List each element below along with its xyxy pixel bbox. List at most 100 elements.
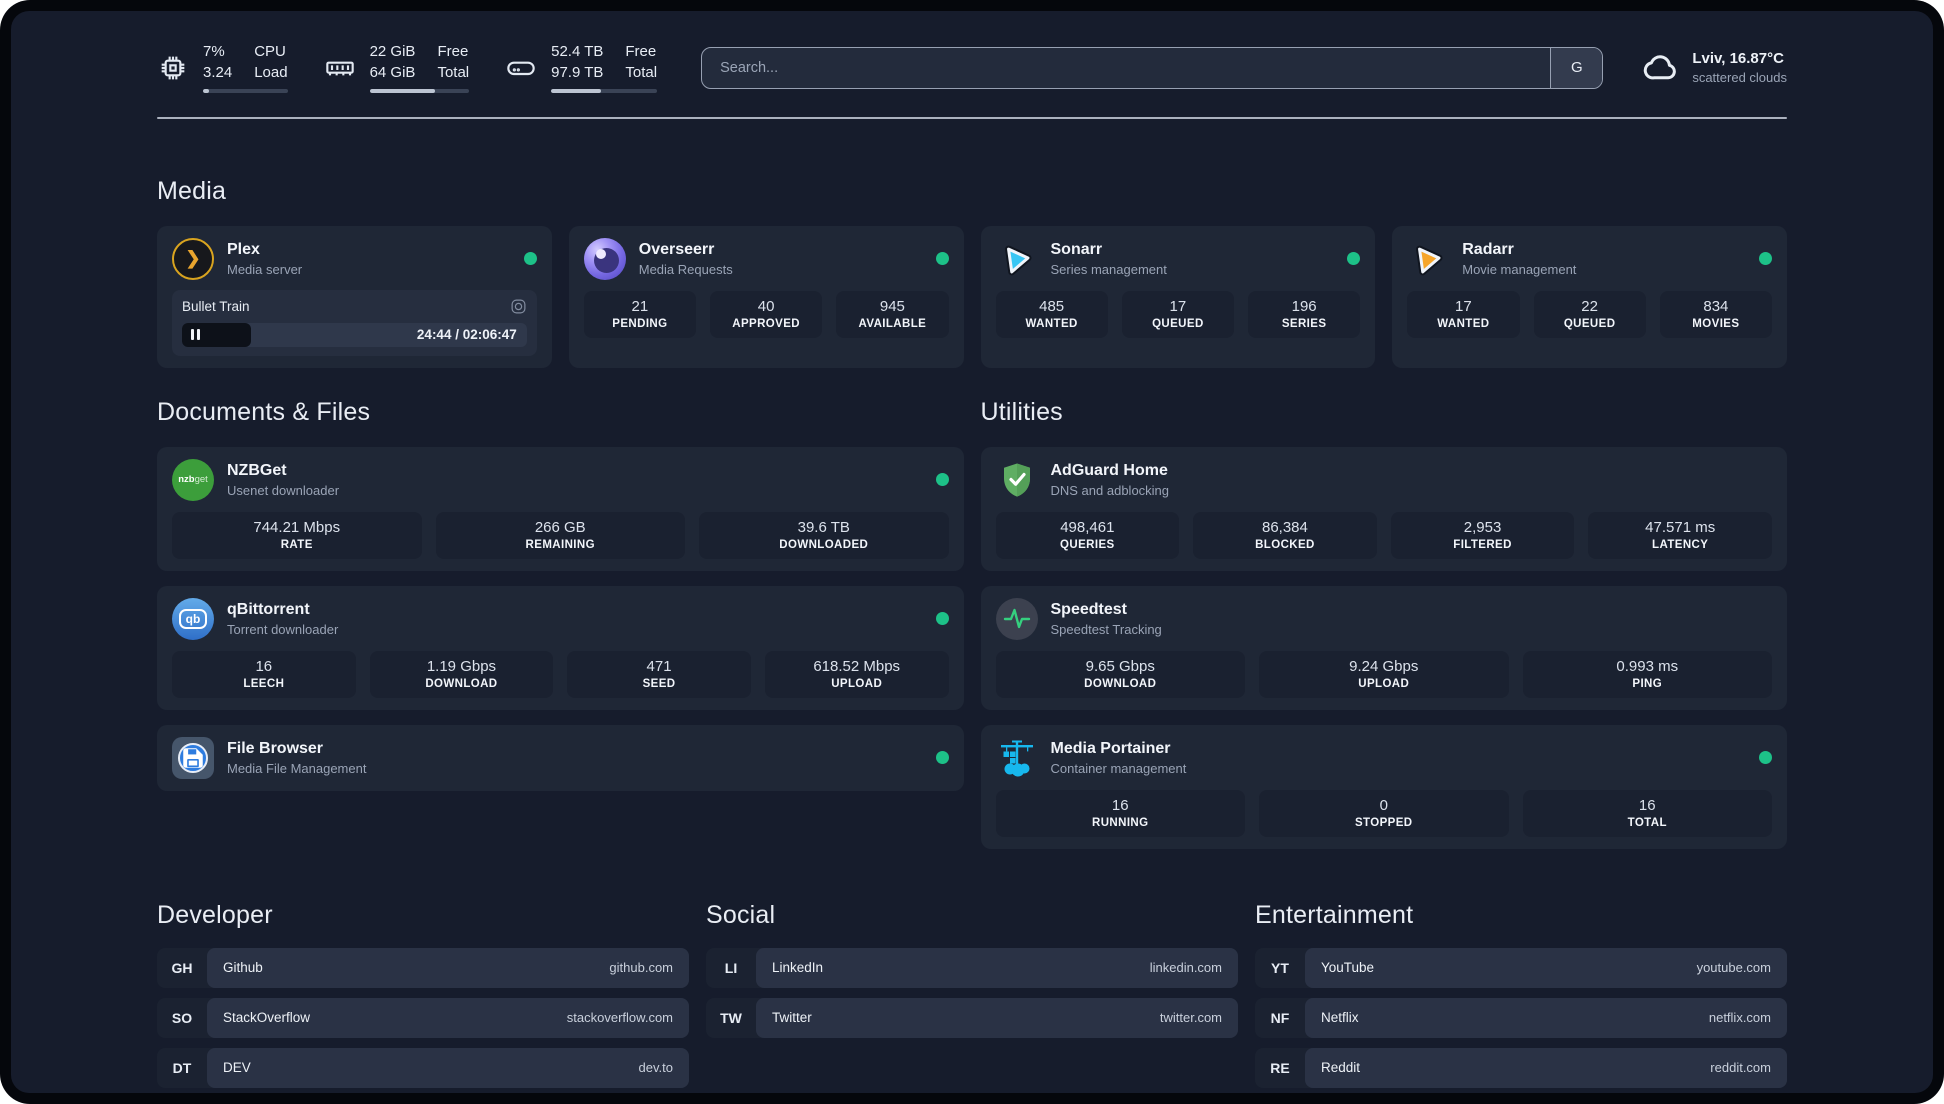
header-divider [157, 116, 1787, 119]
ram-progress-bar [369, 88, 470, 93]
card-speedtest[interactable]: Speedtest Speedtest Tracking 9.65 Gbps DO… [980, 585, 1787, 710]
search-provider-button[interactable]: G [1550, 47, 1603, 88]
status-dot [523, 252, 537, 265]
system-stats: 7% 3.24 CPU Load 22 GiB 64 GiB Free Total [157, 43, 658, 93]
link-abbr: YT [1271, 959, 1289, 976]
filebrowser-icon [172, 736, 214, 779]
app-subtitle: Media Requests [638, 261, 733, 277]
link-abbr: RE [1270, 1059, 1290, 1076]
card-adguard[interactable]: AdGuard Home DNS and adblocking 498,461 Q… [980, 446, 1787, 571]
link-stackoverflow[interactable]: SO StackOverflow stackoverflow.com [157, 997, 689, 1038]
plex-chevron: ❯ [185, 248, 201, 268]
stat-tile: 618.52 Mbps UPLOAD [764, 650, 949, 698]
card-qbittorrent[interactable]: qb qBittorrent Torrent downloader 16 LEEC… [157, 585, 964, 710]
link-name: StackOverflow [223, 1010, 311, 1025]
section-title-developer: Developer [157, 900, 273, 929]
now-playing-widget: Bullet Train 24:44 / 02:06:47 [172, 289, 537, 356]
stat-tile: 16 TOTAL [1522, 789, 1772, 837]
app-title: Media Portainer [1050, 739, 1171, 757]
playback-progress-bar: 24:44 / 02:06:47 [182, 322, 527, 347]
stat-tile: 834 MOVIES [1659, 290, 1772, 338]
stat-tile: 0.993 ms PING [1522, 650, 1772, 698]
card-plex[interactable]: ❯ Plex Media server Bullet Train 24:44 /… [157, 225, 552, 368]
sonarr-icon [996, 238, 1038, 280]
now-playing-title: Bullet Train [182, 298, 250, 314]
stat-tile: 17 WANTED [1407, 290, 1520, 338]
stat-tile: 86,384 BLOCKED [1193, 511, 1377, 559]
card-nzbget[interactable]: nzbget NZBGet Usenet downloader 744.21 M… [157, 446, 964, 571]
app-title: qBittorrent [227, 600, 310, 618]
app-subtitle: Movie management [1462, 261, 1577, 277]
top-bar: 7% 3.24 CPU Load 22 GiB 64 GiB Free Total [157, 43, 1787, 93]
link-reddit[interactable]: RE Reddit reddit.com [1255, 1047, 1787, 1088]
load-label: Load [254, 63, 288, 81]
pause-icon [191, 329, 194, 340]
app-title: Sonarr [1050, 240, 1103, 258]
section-title-documents: Documents & Files [157, 397, 371, 426]
stat-tile: 21 PENDING [583, 290, 696, 338]
stat-tile: 16 LEECH [172, 650, 356, 698]
search-input[interactable] [702, 47, 1551, 88]
card-sonarr[interactable]: Sonarr Series management 485 WANTED 17 QUE… [980, 225, 1376, 368]
app-subtitle: Container management [1050, 760, 1187, 776]
cpu-progress-bar [203, 88, 288, 93]
link-domain: twitter.com [1159, 1010, 1222, 1025]
link-name: Netflix [1321, 1010, 1359, 1025]
link-linkedin[interactable]: LI LinkedIn linkedin.com [706, 947, 1238, 988]
app-title: Overseerr [638, 240, 715, 258]
portainer-icon [996, 737, 1038, 779]
app-title: NZBGet [227, 461, 287, 479]
stat-tile: 9.65 Gbps DOWNLOAD [995, 650, 1245, 698]
app-title: Radarr [1462, 240, 1514, 258]
search-bar: G [701, 46, 1604, 89]
cpu-load: 3.24 [203, 63, 233, 81]
status-dot [1759, 751, 1772, 764]
card-portainer[interactable]: Media Portainer Container management 16 R… [980, 724, 1787, 849]
link-github[interactable]: GH Github github.com [157, 947, 689, 988]
stat-tile: 40 APPROVED [710, 290, 823, 338]
utilities-column: Utilities AdGuard Home DNS and adblockin… [980, 398, 1787, 849]
stat-tile: 945 AVAILABLE [836, 290, 949, 338]
total-label: Total [625, 63, 658, 81]
link-youtube[interactable]: YT YouTube youtube.com [1255, 947, 1787, 988]
section-title-social: Social [706, 900, 776, 929]
link-abbr: LI [724, 959, 738, 976]
session-icon [511, 299, 526, 313]
section-title-media: Media [157, 176, 227, 205]
link-name: DEV [223, 1060, 251, 1075]
stat-tile: 16 RUNNING [995, 789, 1245, 837]
card-radarr[interactable]: Radarr Movie management 17 WANTED 22 QUEUE… [1392, 225, 1787, 368]
app-title: Speedtest [1050, 600, 1127, 618]
speedtest-icon [995, 597, 1038, 640]
plex-icon: ❯ [172, 237, 214, 280]
playback-time: 24:44 / 02:06:47 [416, 326, 517, 342]
app-subtitle: Media File Management [227, 760, 367, 776]
link-netflix[interactable]: NF Netflix netflix.com [1255, 997, 1787, 1038]
free-label: Free [437, 43, 469, 60]
status-dot [1759, 252, 1772, 265]
status-dot [935, 252, 949, 265]
stat-tile: 9.24 Gbps UPLOAD [1259, 650, 1509, 698]
playback-progress-fill [182, 322, 251, 347]
weather-condition: scattered clouds [1692, 70, 1787, 86]
stat-tile: 196 SERIES [1248, 290, 1361, 338]
link-abbr: TW [720, 1009, 742, 1026]
stat-tile: 471 SEED [567, 650, 751, 698]
link-abbr: SO [171, 1009, 193, 1026]
cloud-icon [1644, 55, 1677, 80]
stat-tile: 1.19 Gbps DOWNLOAD [369, 650, 554, 698]
link-domain: linkedin.com [1149, 960, 1222, 975]
link-abbr: NF [1270, 1009, 1290, 1026]
media-cards: ❯ Plex Media server Bullet Train 24:44 /… [157, 225, 1787, 368]
app-subtitle: Usenet downloader [227, 482, 340, 498]
app-subtitle: Speedtest Tracking [1050, 621, 1162, 637]
link-name: Github [223, 960, 263, 975]
card-filebrowser[interactable]: File Browser Media File Management [157, 724, 964, 791]
link-abbr: GH [171, 959, 193, 976]
link-dev[interactable]: DT DEV dev.to [157, 1047, 689, 1088]
stat-tile: 266 GB REMAINING [435, 511, 685, 559]
card-overseerr[interactable]: Overseerr Media Requests 21 PENDING 40 APP… [568, 225, 964, 368]
link-twitter[interactable]: TW Twitter twitter.com [706, 997, 1238, 1038]
pause-icon [197, 329, 200, 340]
link-domain: youtube.com [1696, 960, 1771, 975]
